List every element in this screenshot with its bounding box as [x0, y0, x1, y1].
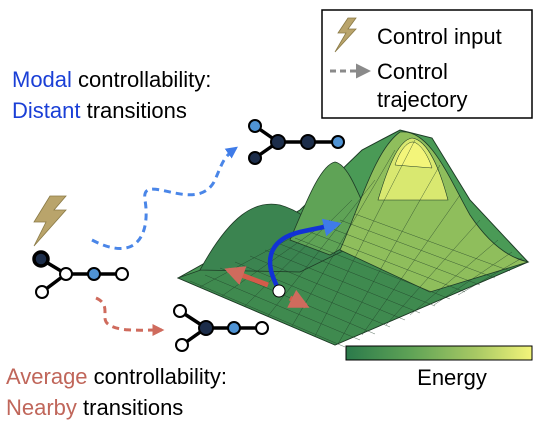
average-rest-line2: transitions [77, 395, 183, 420]
average-rest-line1: controllability: [88, 364, 227, 389]
modal-controllability-text: Modal controllability: Distant transitio… [12, 67, 211, 123]
svg-text:Modal controllability:: Modal controllability: [12, 67, 211, 92]
svg-text:Nearby transitions: Nearby transitions [6, 395, 183, 420]
lightning-bolt-icon [334, 17, 357, 53]
average-keyword: Average [6, 364, 88, 389]
modal-dashed-arrow [91, 146, 238, 250]
graph-network-icon-nearby [173, 304, 269, 352]
modal-trajectory-arrow [267, 218, 342, 290]
modal-rest-line1: controllability: [72, 67, 211, 92]
svg-text:Average controllability:: Average controllability: [6, 364, 227, 389]
average-controllability-text: Average controllability: Nearby transiti… [6, 364, 227, 420]
graph-network-icon [32, 250, 129, 299]
average-trajectory-arrow-left [224, 266, 269, 288]
modal-keyword-2: Distant [12, 98, 80, 123]
current-state-marker [272, 284, 286, 298]
legend-control-input-label: Control input [377, 24, 502, 49]
average-dashed-arrow [95, 296, 165, 337]
energy-landscape-surface [176, 129, 530, 348]
svg-text:Distant transitions: Distant transitions [12, 98, 187, 123]
lightning-bolt-icon [33, 195, 67, 247]
colorbar-label: Energy [417, 365, 487, 390]
average-trajectory-arrow-right [287, 289, 310, 309]
legend-control-trajectory-label: Control [377, 59, 448, 84]
energy-colorbar: Energy [345, 345, 533, 390]
legend-control-trajectory-label-2: trajectory [377, 87, 467, 112]
modal-keyword: Modal [12, 67, 72, 92]
average-keyword-2: Nearby [6, 395, 77, 420]
legend: Control input Control trajectory [321, 9, 533, 119]
modal-rest-line2: transitions [80, 98, 186, 123]
graph-network-icon-distant [248, 119, 345, 165]
